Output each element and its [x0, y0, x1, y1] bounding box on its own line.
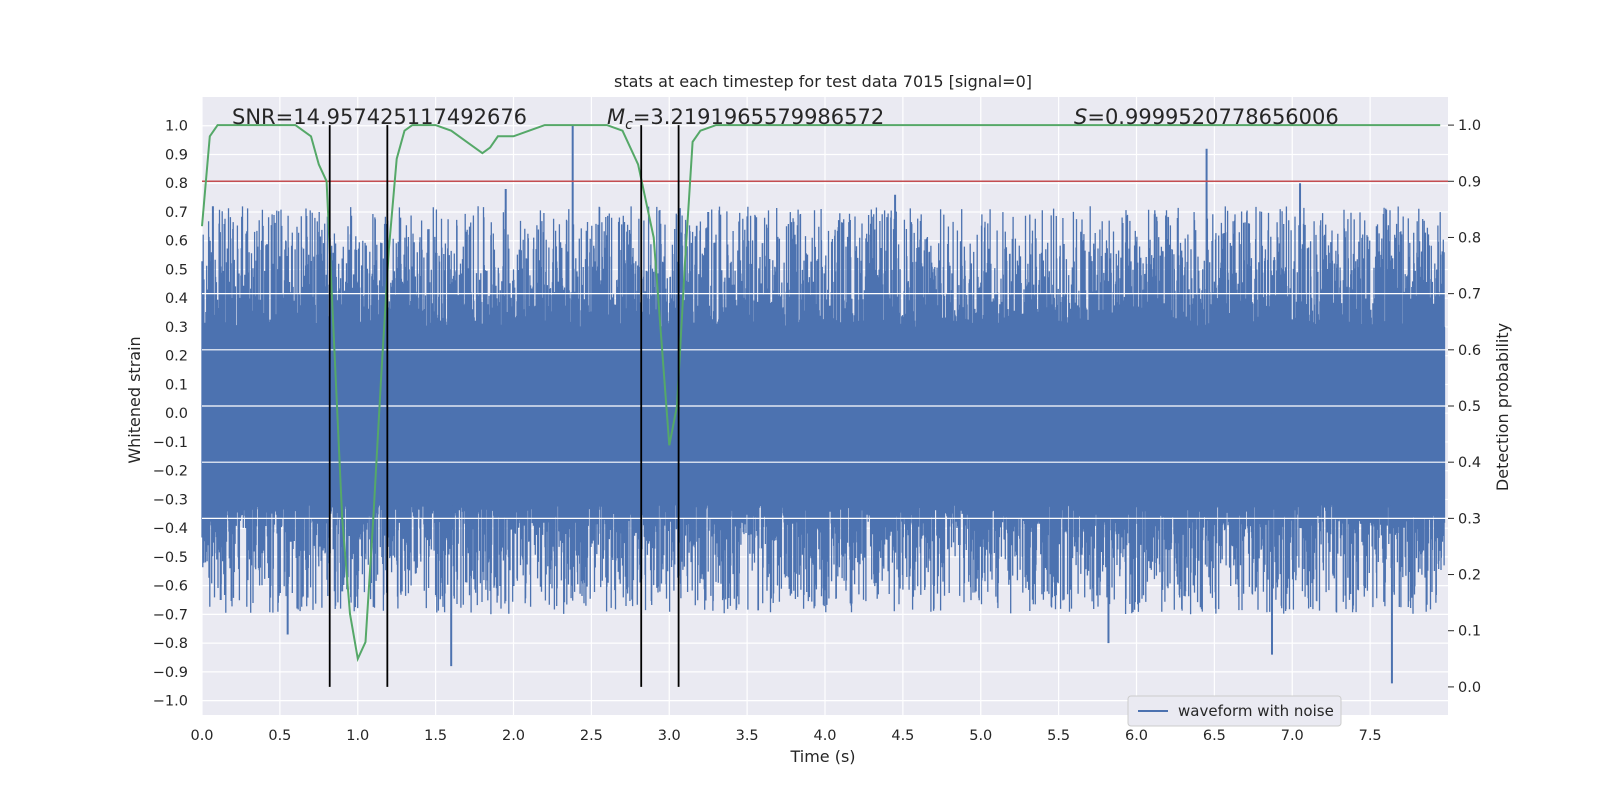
score-annotation: S=0.9999520778656006 — [1074, 105, 1339, 129]
y-tick-label: 0.9 — [165, 147, 188, 163]
y-tick-label: −0.6 — [153, 579, 188, 595]
legend-box — [1127, 695, 1342, 727]
y-tick-label: 0.5 — [165, 262, 188, 278]
y2-tick-label: 0.1 — [1458, 624, 1481, 640]
chart-title: stats at each timestep for test data 701… — [614, 72, 1032, 91]
x-tick-label: 3.0 — [658, 728, 681, 744]
y2-tick-label: 0.6 — [1458, 343, 1481, 359]
y-tick-label: 0.0 — [165, 406, 188, 422]
y2-tick-label: 0.4 — [1458, 455, 1481, 471]
y-tick-label: 0.2 — [165, 349, 188, 365]
y2-tick-label: 0.0 — [1458, 680, 1481, 696]
y2-tick-label: 0.3 — [1458, 511, 1481, 527]
y-tick-label: 0.1 — [165, 377, 188, 393]
y-tick-label: 0.3 — [165, 320, 188, 336]
y-tick-label: −0.5 — [153, 550, 188, 566]
chirp-mass-annotation: Mc=3.2191965579986572 — [607, 105, 884, 133]
y2-tick-label: 0.9 — [1458, 174, 1481, 190]
x-axis-label: Time (s) — [789, 747, 855, 766]
x-tick-label: 5.5 — [1047, 728, 1070, 744]
y-tick-label: −0.1 — [153, 435, 188, 451]
y2-tick-label: 0.7 — [1458, 287, 1481, 303]
y-tick-label: 0.4 — [165, 291, 188, 307]
x-tick-label: 7.5 — [1359, 728, 1382, 744]
x-tick-label: 1.0 — [346, 728, 369, 744]
snr-annotation: SNR=14.957425117492676 — [232, 105, 527, 129]
x-tick-label: 0.5 — [268, 728, 291, 744]
legend: waveform with noise — [1127, 695, 1342, 727]
y-axis-label: Whitened strain — [125, 336, 144, 463]
y-tick-label: −0.9 — [153, 665, 188, 681]
y-tick-label: −1.0 — [153, 694, 188, 710]
x-tick-label: 2.5 — [580, 728, 603, 744]
x-tick-label: 7.0 — [1281, 728, 1304, 744]
y2-axis-label: Detection probability — [1493, 323, 1512, 491]
x-tick-label: 1.5 — [424, 728, 447, 744]
x-tick-label: 4.5 — [891, 728, 914, 744]
y-tick-label: 1.0 — [165, 119, 188, 135]
y2-tick-label: 0.5 — [1458, 399, 1481, 415]
y-tick-label: 0.7 — [165, 205, 188, 221]
x-tick-label: 0.0 — [190, 728, 213, 744]
y-tick-label: −0.2 — [153, 464, 188, 480]
detection-probability-line — [201, 124, 1441, 663]
y-tick-label: −0.8 — [153, 636, 188, 652]
y-tick-label: 0.6 — [165, 234, 188, 250]
x-tick-label: 4.0 — [813, 728, 836, 744]
x-tick-label: 6.5 — [1203, 728, 1226, 744]
legend-label-waveform: waveform with noise — [1178, 702, 1334, 720]
y-tick-label: −0.3 — [153, 492, 188, 508]
y-tick-label: −0.4 — [153, 521, 188, 537]
x-tick-label: 6.0 — [1125, 728, 1148, 744]
y2-tick-label: 0.2 — [1458, 568, 1481, 584]
x-tick-label: 5.0 — [969, 728, 992, 744]
x-tick-label: 3.5 — [736, 728, 759, 744]
y-tick-label: 0.8 — [165, 176, 188, 192]
x-tick-label: 2.0 — [502, 728, 525, 744]
y-tick-label: −0.7 — [153, 607, 188, 623]
y2-tick-label: 1.0 — [1458, 118, 1481, 134]
y2-tick-label: 0.8 — [1458, 230, 1481, 246]
waveform-core-band — [202, 326, 1445, 506]
